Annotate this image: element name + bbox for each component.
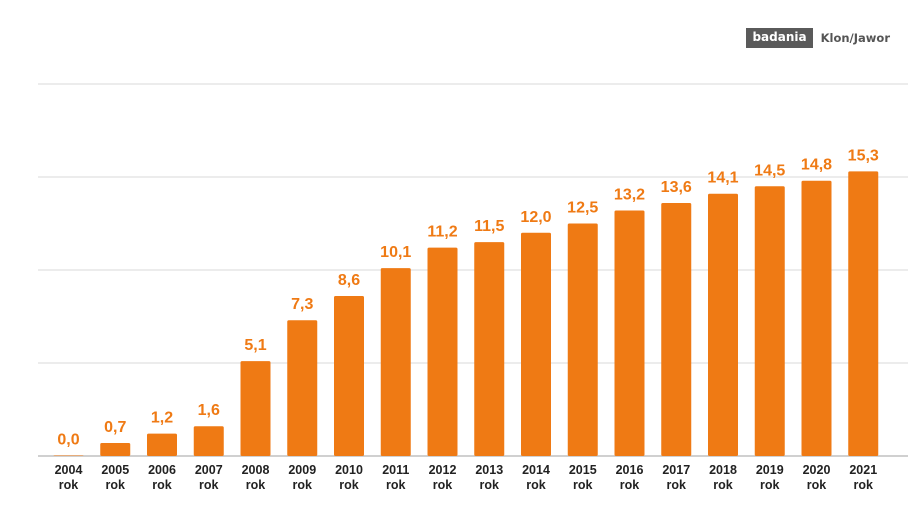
- bar-2019: [754, 186, 785, 457]
- bar-2011: [380, 268, 411, 456]
- tick-suffix: rok: [339, 478, 359, 492]
- value-label-2007: 1,6: [198, 402, 220, 419]
- tick-suffix: rok: [433, 478, 453, 492]
- tick-label-2011: 2011: [382, 463, 409, 477]
- bar-2007: [193, 426, 224, 456]
- value-label-2018: 14,1: [707, 170, 738, 187]
- tick-label-2017: 2017: [662, 463, 690, 477]
- value-labels: 0,0 0,7 1,2 1,6 5,1 7,3 8,6 10,1 11,2 11,5 12,0 12,…: [57, 147, 879, 448]
- tick-label-2020: 2020: [803, 463, 831, 477]
- tick-suffix: rok: [386, 478, 406, 492]
- bar-2005: [100, 442, 131, 456]
- bar-2013: [474, 242, 505, 456]
- tick-label-2004: 2004: [55, 463, 83, 477]
- tick-suffix: rok: [152, 478, 172, 492]
- tick-suffix: rok: [667, 478, 687, 492]
- bar-2017: [661, 203, 692, 456]
- tick-label-2012: 2012: [429, 463, 457, 477]
- bar-2006: [147, 433, 177, 456]
- tick-suffix: rok: [246, 478, 266, 492]
- tick-label-2007: 2007: [195, 463, 223, 477]
- value-label-2016: 13,2: [614, 186, 645, 203]
- bar-2016: [614, 210, 645, 456]
- value-label-2011: 10,1: [380, 244, 411, 261]
- bar-2021: [848, 171, 879, 457]
- tick-label-2006: 2006: [148, 463, 176, 477]
- bar-2015: [567, 223, 598, 456]
- tick-label-2005: 2005: [101, 463, 129, 477]
- tick-label-2015: 2015: [569, 463, 597, 477]
- value-label-2021: 15,3: [848, 147, 879, 164]
- tick-suffix: rok: [480, 478, 500, 492]
- bar-2020: [801, 180, 832, 456]
- tick-suffix: rok: [854, 478, 874, 492]
- bar-2004: [53, 455, 84, 456]
- value-label-2017: 13,6: [661, 179, 692, 196]
- value-label-2006: 1,2: [151, 410, 173, 427]
- bars: [53, 171, 879, 457]
- value-label-2010: 8,6: [338, 272, 360, 289]
- value-label-2008: 5,1: [244, 337, 266, 354]
- tick-label-2009: 2009: [288, 463, 316, 477]
- tick-label-2010: 2010: [335, 463, 363, 477]
- tick-label-2014: 2014: [522, 463, 550, 477]
- tick-suffix: rok: [807, 478, 827, 492]
- value-label-2013: 11,5: [474, 218, 504, 235]
- tick-label-2019: 2019: [756, 463, 784, 477]
- value-label-2015: 12,5: [567, 200, 598, 217]
- bar-2012: [427, 247, 458, 456]
- brand-logo: badania Klon/Jawor: [746, 28, 890, 48]
- tick-suffix: rok: [573, 478, 593, 492]
- tick-label-2021: 2021: [849, 463, 877, 477]
- bar-2014: [521, 232, 551, 456]
- tick-suffix: rok: [526, 478, 546, 492]
- value-label-2020: 14,8: [801, 157, 832, 174]
- value-label-2014: 12,0: [520, 209, 551, 226]
- value-label-2009: 7,3: [291, 296, 313, 313]
- x-axis-ticks: 2004rok2005rok2006rok2007rok2008rok2009r…: [55, 463, 878, 492]
- bar-2008: [240, 361, 271, 456]
- tick-suffix: rok: [106, 478, 126, 492]
- tick-suffix: rok: [59, 478, 79, 492]
- tick-suffix: rok: [199, 478, 219, 492]
- value-label-2019: 14,5: [754, 162, 785, 179]
- brand-tag: badania: [746, 28, 813, 48]
- tick-suffix: rok: [760, 478, 780, 492]
- bar-2010: [334, 296, 364, 456]
- tick-suffix: rok: [620, 478, 640, 492]
- tick-label-2008: 2008: [242, 463, 270, 477]
- tick-suffix: rok: [713, 478, 733, 492]
- tick-label-2016: 2016: [616, 463, 644, 477]
- value-label-2005: 0,7: [104, 419, 126, 436]
- brand-name: Klon/Jawor: [820, 31, 890, 45]
- bar-2009: [287, 320, 318, 456]
- tick-suffix: rok: [293, 478, 313, 492]
- bar-2018: [708, 193, 738, 457]
- tick-label-2018: 2018: [709, 463, 737, 477]
- value-label-2012: 11,2: [427, 224, 457, 241]
- tick-label-2013: 2013: [475, 463, 503, 477]
- value-label-2004: 0,0: [57, 432, 79, 449]
